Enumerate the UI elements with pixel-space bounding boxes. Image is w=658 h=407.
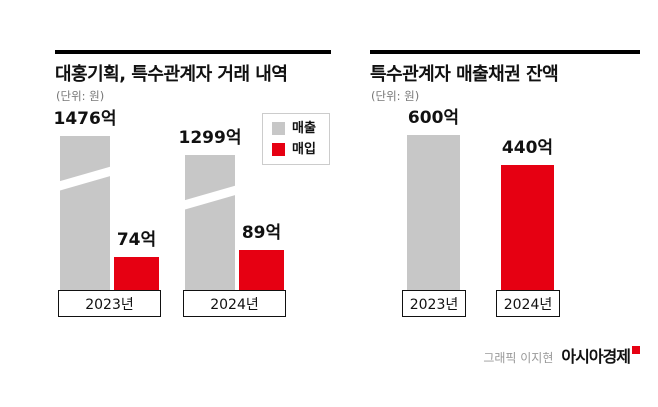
value-label-2024-purchases: 89억 — [241, 223, 282, 244]
asiae-logo-mark-icon — [632, 346, 640, 354]
graphic-credit-text: 그래픽 이지현 — [483, 351, 554, 365]
bar-cell-2023-purchases: 74억 — [114, 231, 159, 290]
bar-2023-sales — [60, 136, 110, 290]
left-panel-top-rule — [55, 50, 331, 54]
value-label-2023-sales: 1476억 — [53, 109, 117, 130]
bar-cell-2023-sales: 1476억 — [54, 110, 116, 290]
right-chart-unit-label: (단위: 원) — [371, 89, 420, 103]
legend-label-sales: 매출 — [292, 121, 316, 136]
value-label-receivables-2023: 600억 — [407, 108, 460, 129]
axis-break-icon — [60, 165, 110, 192]
bar-receivables-2024 — [501, 165, 554, 290]
legend: 매출 매입 — [262, 113, 330, 165]
left-chart-unit-label: (단위: 원) — [56, 89, 105, 103]
left-chart-title: 대홍기획, 특수관계자 거래 내역 — [55, 64, 288, 85]
bar-cell-2024-sales: 1299억 — [179, 129, 241, 290]
legend-row-sales: 매출 — [272, 122, 320, 135]
brand-name: 아시아경제 — [561, 347, 631, 366]
bar-2024-sales — [185, 155, 235, 290]
axis-break-icon — [185, 184, 235, 211]
legend-row-purchases: 매입 — [272, 143, 320, 156]
bar-cell-2024-purchases: 89억 — [239, 224, 284, 290]
value-label-2023-purchases: 74억 — [116, 230, 157, 251]
right-chart-title: 특수관계자 매출채권 잔액 — [370, 64, 559, 85]
legend-label-purchases: 매입 — [292, 142, 316, 157]
sales-color-swatch — [272, 122, 285, 135]
bar-receivables-2023 — [407, 135, 460, 290]
category-box-right-2024: 2024년 — [496, 290, 560, 317]
purchases-color-swatch — [272, 143, 285, 156]
category-box-right-2023: 2023년 — [402, 290, 466, 317]
value-label-2024-sales: 1299억 — [178, 128, 242, 149]
category-box-left-2024: 2024년 — [183, 290, 286, 317]
bar-2023-purchases — [114, 257, 159, 290]
bar-2024-purchases — [239, 250, 284, 290]
value-label-receivables-2024: 440억 — [501, 138, 554, 159]
bar-cell-receivables-2023: 600억 — [407, 109, 460, 290]
footer-credit: 그래픽 이지현 아시아경제 — [483, 343, 640, 367]
brand-logo-text: 아시아경제 — [561, 343, 640, 367]
bar-cell-receivables-2024: 440억 — [501, 139, 554, 290]
category-box-left-2023: 2023년 — [58, 290, 161, 317]
right-panel-top-rule — [370, 50, 640, 54]
